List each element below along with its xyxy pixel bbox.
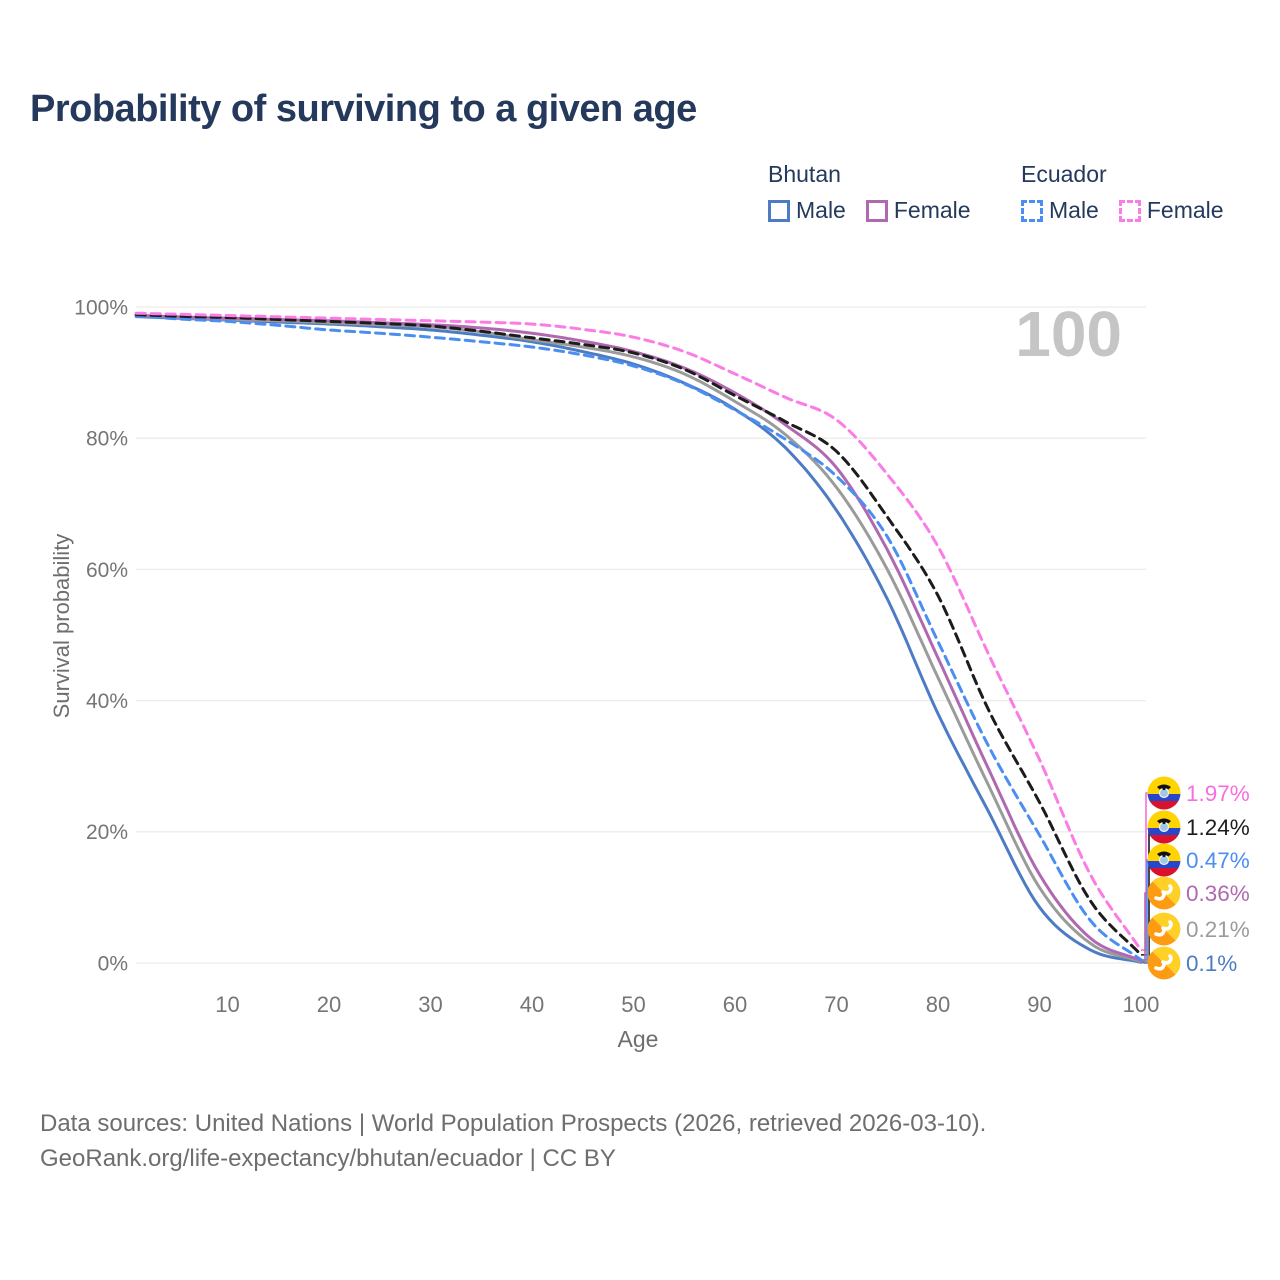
y-tick-label: 100%	[74, 296, 128, 319]
source-url-text: GeoRank.org/life-expectancy/bhutan/ecuad…	[40, 1145, 616, 1172]
legend-item-bhutan-female[interactable]: Female	[865, 197, 971, 224]
bhutan-male-swatch	[768, 199, 790, 222]
end-label-bhutan-male: 0.1%	[1186, 951, 1237, 976]
legend-item-ecuador-female[interactable]: Female	[1118, 197, 1224, 224]
legend-title-ecuador[interactable]: Ecuador	[1021, 161, 1107, 188]
y-tick-label: 20%	[86, 821, 128, 844]
y-tick-label: 60%	[86, 559, 128, 582]
bhutan-male-label: Male	[796, 197, 846, 223]
bhutan-flag-icon	[1147, 876, 1181, 910]
series-line-ecuador[interactable]	[134, 313, 1143, 957]
bhutan-female-swatch	[865, 199, 888, 222]
x-tick-label: 30	[418, 992, 442, 1017]
data-sources-text: Data sources: United Nations | World Pop…	[40, 1110, 987, 1137]
x-tick-label: 90	[1027, 992, 1051, 1017]
end-label-ecuador-male: 0.47%	[1186, 848, 1250, 873]
y-tick-label: 80%	[86, 428, 128, 451]
ecuador-male-swatch	[1021, 199, 1043, 222]
footer: Data sources: United Nations | World Pop…	[40, 1106, 1190, 1176]
legend-item-ecuador-male[interactable]: Male	[1021, 197, 1099, 224]
legend-title-bhutan[interactable]: Bhutan	[768, 161, 841, 188]
x-tick-label: 20	[317, 992, 341, 1017]
legend-title-bhutan-label: Bhutan	[768, 161, 841, 187]
series-line-bhutan[interactable]	[134, 314, 1143, 964]
end-label-ecuador: 1.24%	[1186, 815, 1250, 840]
y-tick-label: 0%	[98, 952, 128, 975]
series-line-ecuador-male[interactable]	[134, 314, 1143, 962]
ecuador-female-label: Female	[1146, 197, 1224, 223]
series-line-ecuador-female[interactable]	[134, 311, 1143, 952]
ecuador-female-swatch	[1118, 199, 1141, 222]
x-tick-label: 80	[926, 992, 950, 1017]
x-tick-label: 60	[723, 992, 747, 1017]
bhutan-female-label: Female	[893, 197, 971, 223]
end-label-leader-line	[1141, 961, 1150, 964]
age-counter-watermark: 100	[1015, 298, 1122, 370]
ecuador-flag-icon	[1147, 810, 1181, 844]
bhutan-flag-icon	[1147, 946, 1181, 980]
y-tick-label: 40%	[86, 690, 128, 713]
ecuador-flag-icon	[1147, 843, 1181, 877]
x-tick-label: 100	[1123, 992, 1160, 1017]
x-tick-label: 40	[520, 992, 544, 1017]
series-line-bhutan-female[interactable]	[134, 313, 1143, 963]
legend-group-ecuador: Ecuador Male Female	[1021, 161, 1224, 224]
bhutan-flag-icon	[1147, 912, 1181, 946]
page-title: Probability of surviving to a given age	[30, 88, 697, 130]
end-label-bhutan-female: 0.36%	[1186, 881, 1250, 906]
x-tick-label: 10	[215, 992, 239, 1017]
legend-item-bhutan-male[interactable]: Male	[768, 197, 846, 224]
legend-group-bhutan: Bhutan Male Female	[768, 161, 971, 224]
legend-title-ecuador-label: Ecuador	[1021, 161, 1107, 187]
end-label-bhutan: 0.21%	[1186, 917, 1250, 942]
end-label-ecuador-female: 1.97%	[1186, 781, 1250, 806]
ecuador-male-label: Male	[1049, 197, 1099, 223]
series-line-bhutan-male[interactable]	[134, 315, 1143, 964]
x-tick-label: 50	[621, 992, 645, 1017]
x-tick-label: 70	[824, 992, 848, 1017]
x-axis-title: Age	[617, 1026, 659, 1052]
ecuador-flag-icon	[1147, 776, 1181, 810]
